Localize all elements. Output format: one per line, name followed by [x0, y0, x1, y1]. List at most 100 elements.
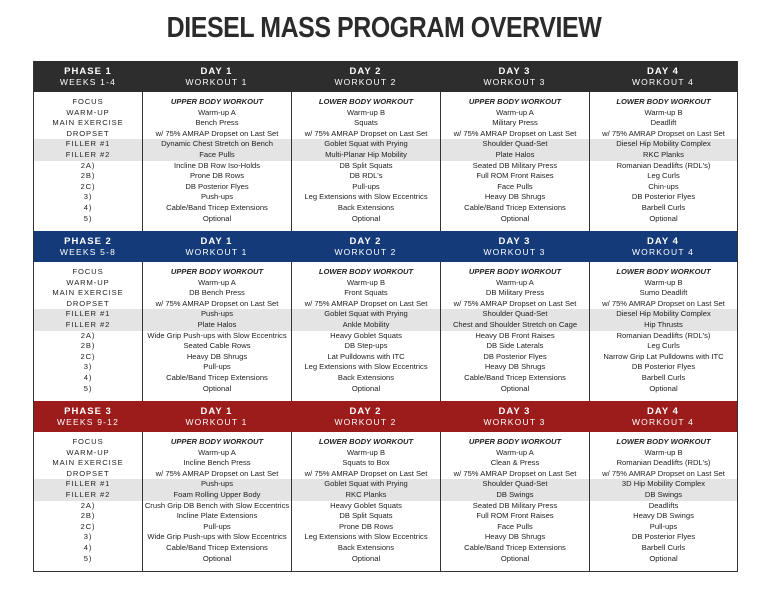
exercise-cell: DB Split Squats — [339, 511, 393, 521]
workout-focus: UPPER BODY WORKOUT — [170, 437, 264, 446]
row-label: 2C) — [80, 181, 96, 191]
row-label: 2A) — [80, 330, 96, 340]
phase-weeks: WEEKS 1-4 — [59, 76, 117, 87]
exercise-cell: w/ 75% AMRAP Dropset on Last Set — [602, 298, 725, 308]
day-2-column: LOWER BODY WORKOUT Warm-up B Squats w/ 75% … — [291, 92, 440, 231]
exercise-cell: Optional — [649, 383, 678, 393]
page-title: DIESEL MASS PROGRAM OVERVIEW — [166, 12, 602, 44]
exercise-cell: Romanian Deadlifts (RDL's) — [616, 160, 711, 170]
row-label: 2A) — [80, 160, 96, 170]
exercise-cell: Back Extensions — [337, 542, 395, 552]
workout-focus: UPPER BODY WORKOUT — [170, 97, 264, 106]
workout-label: WORKOUT 2 — [334, 246, 397, 257]
exercise-cell: Warm-up A — [496, 277, 534, 287]
exercise-cell: DB Side Laterals — [486, 341, 544, 351]
exercise-cell: Optional — [649, 553, 678, 563]
exercise-cell: Cable/Band Tricep Extensions — [166, 372, 268, 382]
exercise-cell: Optional — [500, 213, 530, 223]
exercise-cell: Full ROM Front Raises — [476, 171, 554, 181]
phase-1-body: FOCUS WARM-UP MAIN EXERCISE DROPSET FILLER #… — [34, 92, 737, 231]
day-label: DAY 2 — [349, 235, 382, 247]
exercise-cell: w/ 75% AMRAP Dropset on Last Set — [304, 298, 428, 308]
row-label: 2B) — [80, 511, 96, 521]
exercise-cell: Wide Grip Push-ups with Slow Eccentrics — [147, 330, 287, 340]
phase-1-day-1-header: DAY 1 WORKOUT 1 — [142, 61, 291, 92]
exercise-cell: Incline Bench Press — [183, 458, 251, 468]
day-4-column: LOWER BODY WORKOUT Warm-up B Sumo Deadlift… — [589, 262, 737, 401]
row-label: DROPSET — [66, 128, 110, 138]
exercise-cell: Prone DB Rows — [189, 171, 245, 181]
exercise-cell: Back Extensions — [337, 202, 395, 212]
exercise-cell: Heavy Goblet Squats — [330, 330, 402, 340]
exercise-cell: DB Posterior Flyes — [185, 181, 249, 191]
workout-focus: LOWER BODY WORKOUT — [318, 437, 414, 446]
workout-label: WORKOUT 1 — [185, 416, 248, 427]
phase-1-day-2-header: DAY 2 WORKOUT 2 — [291, 61, 440, 92]
day-1-column: UPPER BODY WORKOUT Warm-up A DB Bench Pres… — [142, 262, 291, 401]
exercise-cell: Squats — [354, 118, 378, 128]
phase-weeks: WEEKS 9-12 — [56, 416, 120, 427]
row-label: MAIN EXERCISE — [52, 458, 124, 468]
exercise-cell: Leg Extensions with Slow Eccentrics — [304, 532, 428, 542]
workout-focus: LOWER BODY WORKOUT — [318, 267, 414, 276]
workout-focus: LOWER BODY WORKOUT — [318, 97, 414, 106]
workout-label: WORKOUT 1 — [185, 76, 248, 87]
phase-weeks: WEEKS 5-8 — [59, 246, 117, 257]
row-label: MAIN EXERCISE — [52, 118, 124, 128]
phase-title: PHASE 3 — [64, 405, 112, 417]
phase-1-title-cell: PHASE 1 WEEKS 1-4 — [34, 61, 142, 92]
row-label: FILLER #1 — [34, 139, 142, 150]
exercise-cell: Plate Halos — [441, 149, 589, 161]
exercise-cell: Optional — [351, 553, 381, 563]
exercise-cell: Chest and Shoulder Stretch on Cage — [441, 319, 589, 331]
exercise-cell: w/ 75% AMRAP Dropset on Last Set — [304, 128, 428, 138]
workout-label: WORKOUT 4 — [631, 76, 695, 87]
exercise-cell: Heavy DB Shrugs — [186, 351, 248, 361]
row-label: 5) — [83, 213, 93, 223]
phase-1-day-4-header: DAY 4 WORKOUT 4 — [589, 61, 737, 92]
exercise-cell: w/ 75% AMRAP Dropset on Last Set — [155, 128, 279, 138]
row-label: 4) — [83, 542, 93, 552]
exercise-cell: Pull-ups — [203, 362, 231, 372]
exercise-cell: Warm-up B — [644, 107, 683, 117]
exercise-cell: Shoulder Quad-Set — [441, 309, 589, 320]
phase-3-day-1-header: DAY 1 WORKOUT 1 — [142, 401, 291, 432]
exercise-cell: Seated DB Military Press — [472, 500, 558, 510]
exercise-cell: Heavy DB Swings — [633, 511, 694, 521]
workout-focus: LOWER BODY WORKOUT — [616, 97, 711, 106]
exercise-cell: Optional — [351, 213, 381, 223]
day-3-column: UPPER BODY WORKOUT Warm-up A DB Military P… — [440, 262, 589, 401]
exercise-cell: DB Posterior Flyes — [631, 192, 696, 202]
exercise-cell: Hip Thrusts — [590, 319, 737, 331]
phase-1-section: PHASE 1 WEEKS 1-4 DAY 1 WORKOUT 1 DAY 2 WO… — [34, 61, 737, 231]
exercise-cell: DB Posterior Flyes — [631, 532, 696, 542]
exercise-cell: Full ROM Front Raises — [476, 511, 554, 521]
exercise-cell: Warm-up B — [346, 107, 386, 117]
row-label: 5) — [83, 383, 93, 393]
exercise-cell: Warm-up A — [496, 447, 534, 457]
exercise-cell: Optional — [351, 383, 381, 393]
exercise-cell: Optional — [202, 553, 232, 563]
exercise-cell: Warm-up A — [496, 107, 534, 117]
exercise-cell: Dynamic Chest Stretch on Bench — [143, 139, 291, 150]
day-label: DAY 4 — [647, 405, 679, 417]
row-label: 3) — [83, 532, 93, 542]
exercise-cell: Pull-ups — [352, 181, 380, 191]
exercise-cell: Warm-up A — [198, 277, 236, 287]
exercise-cell: DB Bench Press — [189, 288, 245, 298]
row-label: FOCUS — [72, 97, 104, 106]
phase-2-day-4-header: DAY 4 WORKOUT 4 — [589, 231, 737, 262]
phase-2-body: FOCUS WARM-UP MAIN EXERCISE DROPSET FILLER #… — [34, 262, 737, 401]
day-1-column: UPPER BODY WORKOUT Warm-up A Bench Press w/… — [142, 92, 291, 231]
exercise-cell: Warm-up B — [644, 277, 683, 287]
row-label: 4) — [83, 202, 93, 212]
day-label: DAY 1 — [200, 65, 233, 77]
exercise-cell: Front Squats — [344, 288, 388, 298]
phase-1-day-3-header: DAY 3 WORKOUT 3 — [440, 61, 589, 92]
exercise-cell: Crush Grip DB Bench with Slow Eccentrics — [144, 500, 290, 510]
exercise-cell: w/ 75% AMRAP Dropset on Last Set — [155, 468, 279, 478]
exercise-cell: w/ 75% AMRAP Dropset on Last Set — [155, 298, 279, 308]
row-label: 5) — [83, 553, 93, 563]
exercise-cell: 3D Hip Mobility Complex — [590, 479, 737, 490]
day-3-column: UPPER BODY WORKOUT Warm-up A Military Pres… — [440, 92, 589, 231]
